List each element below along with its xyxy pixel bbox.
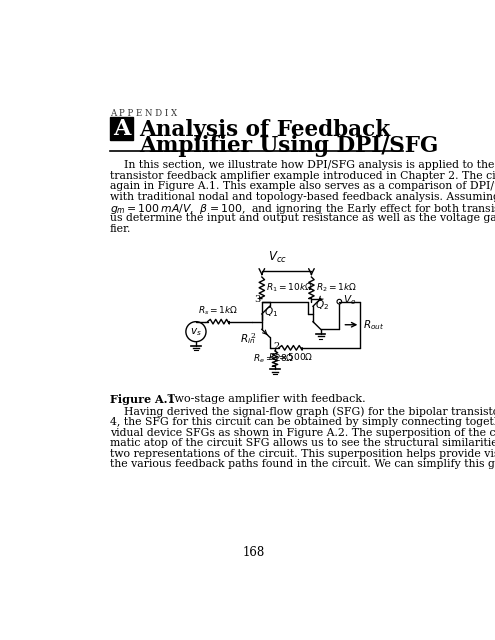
Text: Amplifier Using DPI/SFG: Amplifier Using DPI/SFG <box>140 134 439 157</box>
Text: $R_1=10k\Omega$: $R_1=10k\Omega$ <box>266 282 313 294</box>
Text: A: A <box>113 118 130 140</box>
Text: $Q_2$: $Q_2$ <box>315 299 329 312</box>
Text: In this section, we illustrate how DPI/SFG analysis is applied to the two-stage: In this section, we illustrate how DPI/S… <box>110 160 495 170</box>
Text: Two-stage amplifier with feedback.: Two-stage amplifier with feedback. <box>150 394 366 404</box>
Text: vidual device SFGs as shown in Figure A.2. The superposition of the circuit sche: vidual device SFGs as shown in Figure A.… <box>110 428 495 438</box>
Text: $R_2=1k\Omega$: $R_2=1k\Omega$ <box>316 282 357 294</box>
Text: $R_f=500\Omega$: $R_f=500\Omega$ <box>268 352 313 364</box>
Text: 4, the SFG for this circuit can be obtained by simply connecting together the in: 4, the SFG for this circuit can be obtai… <box>110 417 495 427</box>
Text: $V_{cc}$: $V_{cc}$ <box>268 250 287 265</box>
Text: fier.: fier. <box>110 224 131 234</box>
Text: the various feedback paths found in the circuit. We can simplify this graph by n: the various feedback paths found in the … <box>110 460 495 470</box>
Text: $R_e=28\Omega$: $R_e=28\Omega$ <box>253 353 295 365</box>
Text: Having derived the signal-flow graph (SFG) for the bipolar transistor in Chapter: Having derived the signal-flow graph (SF… <box>110 406 495 417</box>
Text: with traditional nodal and topology-based feedback analysis. Assuming: with traditional nodal and topology-base… <box>110 192 495 202</box>
Text: $g_m = 100\,mA/V$,  $\beta = 100$,  and ignoring the Early effect for both trans: $g_m = 100\,mA/V$, $\beta = 100$, and ig… <box>110 202 495 216</box>
Text: 2: 2 <box>250 332 255 340</box>
Text: 2: 2 <box>273 342 280 351</box>
Text: Analysis of Feedback: Analysis of Feedback <box>140 119 391 141</box>
Text: A P P E N D I X: A P P E N D I X <box>110 109 177 118</box>
Text: $v_s$: $v_s$ <box>190 326 202 337</box>
FancyBboxPatch shape <box>110 117 133 140</box>
Text: $R_s=1k\Omega$: $R_s=1k\Omega$ <box>198 305 238 317</box>
Text: matic atop of the circuit SFG allows us to see the structural similarities betwe: matic atop of the circuit SFG allows us … <box>110 438 495 448</box>
Text: transistor feedback amplifier example introduced in Chapter 2. The circuit is sh: transistor feedback amplifier example in… <box>110 171 495 180</box>
Text: us determine the input and output resistance as well as the voltage gain of the : us determine the input and output resist… <box>110 213 495 223</box>
Text: $R_{in}$: $R_{in}$ <box>240 332 255 346</box>
Text: $V_o$: $V_o$ <box>343 293 356 307</box>
Text: 3: 3 <box>254 296 260 305</box>
Text: again in Figure A.1. This example also serves as a comparison of DPI/SFG analysi: again in Figure A.1. This example also s… <box>110 181 495 191</box>
Text: two representations of the circuit. This superposition helps provide visual clue: two representations of the circuit. This… <box>110 449 495 459</box>
Text: $R_{out}$: $R_{out}$ <box>362 318 384 332</box>
Text: $Q_1$: $Q_1$ <box>264 305 278 319</box>
Text: Figure A.1: Figure A.1 <box>110 394 175 405</box>
Text: 168: 168 <box>242 546 264 559</box>
